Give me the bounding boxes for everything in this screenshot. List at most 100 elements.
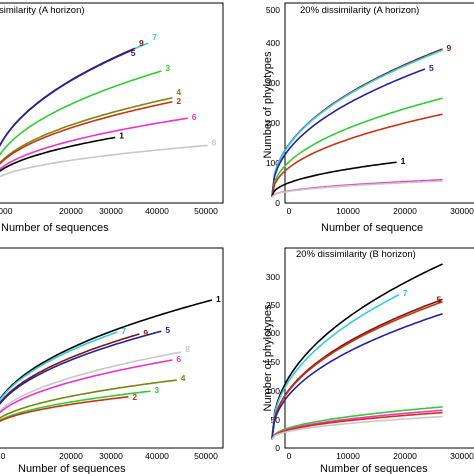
- y-tick-label: 100: [266, 386, 280, 396]
- y-axis-label: Number of phylotypes: [262, 304, 274, 411]
- x-axis-label: Number of sequence: [321, 222, 423, 234]
- x-axis-label: Number of sequences: [320, 463, 428, 474]
- series-label: 9: [143, 328, 148, 338]
- series-line-7: [271, 49, 443, 198]
- series-label: 1: [119, 130, 124, 140]
- series-lines: [0, 299, 213, 423]
- series-line-1: [271, 161, 397, 198]
- x-axis-label: Number of sequences: [18, 463, 126, 474]
- series-line-2: [271, 113, 443, 198]
- series-label: 5: [165, 325, 170, 335]
- tick-labels: 0 10000 20000 30000 0 100 200 300 400 500: [266, 5, 474, 216]
- series-line-8: [0, 351, 182, 412]
- series-line-1: [0, 299, 213, 401]
- panel-title: similarity (A horizon): [0, 5, 85, 16]
- x-tick-label: 0000: [0, 206, 13, 216]
- y-axis-label: Number of phylotypes: [262, 51, 274, 158]
- x-tick-label: 30000: [99, 451, 123, 461]
- series-line-6: [271, 409, 443, 440]
- y-tick-label: 300: [266, 78, 280, 88]
- series-line-5: [0, 49, 134, 147]
- series-label: 8: [185, 344, 190, 354]
- series-label: 8: [212, 137, 217, 147]
- y-tick-label: 300: [266, 272, 280, 282]
- series-line-5: [0, 330, 162, 406]
- series-line-1: [271, 263, 443, 440]
- series-label: 5: [429, 63, 434, 73]
- x-tick-label: 20000: [393, 451, 417, 461]
- series-label: 9: [139, 38, 144, 48]
- panel-top-left: similarity (A horizon) 00002000030000400…: [0, 2, 224, 234]
- y-tick-label: 0: [275, 198, 280, 208]
- x-tick-label: 40000: [145, 451, 169, 461]
- series-label: 6: [192, 112, 197, 122]
- series-line-8: [271, 415, 443, 440]
- series-line-1: [0, 136, 116, 172]
- series-label: 1: [216, 294, 221, 304]
- series-line-3: [271, 406, 443, 440]
- series-lines: [271, 48, 443, 198]
- series-label: 9: [447, 43, 452, 53]
- panel-title: 20% dissimilarity (A horizon): [300, 5, 419, 16]
- series-line-5b: [271, 312, 443, 440]
- series-line-4: [0, 379, 177, 419]
- series-line-7: [0, 331, 118, 402]
- series-line-3: [271, 97, 443, 198]
- series-line-5: [271, 68, 426, 198]
- plot-frame: [0, 2, 224, 204]
- series-labels: 75: [403, 288, 442, 305]
- y-tick-label: 250: [266, 300, 280, 310]
- series-labels: 1 7 9 5 864 3 2: [121, 294, 221, 402]
- x-tick-label: 10000: [336, 206, 360, 216]
- series-label: 2: [132, 392, 137, 402]
- x-tick-label: 0: [287, 451, 292, 461]
- series-line-8: [271, 180, 443, 198]
- series-label: 3: [165, 63, 170, 73]
- series-label: 7: [121, 326, 126, 336]
- series-line-3: [0, 70, 162, 156]
- plot-frame: [284, 2, 474, 204]
- series-line-6: [0, 359, 173, 414]
- series-label: 5: [437, 294, 442, 304]
- x-tick-label: 0: [287, 206, 292, 216]
- x-tick-label: 30000: [450, 451, 474, 461]
- y-tick-label: 200: [266, 118, 280, 128]
- series-label: 1: [401, 156, 406, 166]
- series-label: 5: [131, 48, 136, 58]
- x-tick-label: 30000: [450, 206, 474, 216]
- series-labels: 9 5 1: [401, 43, 452, 166]
- series-line-4: [0, 97, 173, 164]
- y-tick-label: 400: [266, 38, 280, 48]
- x-tick-label: 10000: [336, 451, 360, 461]
- series-labels: 795 3 42 6 1 8: [119, 32, 216, 147]
- series-label: 6: [176, 354, 181, 364]
- panel-bottom-left: 0 20000 30000 40000 50000 Number of sequence…: [0, 247, 224, 474]
- series-line-2: [0, 101, 173, 165]
- series-label: 7: [152, 32, 157, 42]
- y-tick-label: 150: [266, 357, 280, 367]
- x-tick-label: 20000: [393, 206, 417, 216]
- series-label: 4: [176, 87, 181, 97]
- x-tick-label: 20000: [59, 451, 83, 461]
- series-line-8: [0, 144, 208, 178]
- series-label: 2: [176, 96, 181, 106]
- series-line-6: [0, 117, 188, 170]
- series-line-9: [0, 333, 140, 405]
- x-tick-label: 20000: [59, 206, 83, 216]
- panel-title: 20% dissimilarity (B horizon): [296, 249, 416, 260]
- series-line-2: [0, 396, 129, 423]
- x-tick-labels: 0000 20000 30000 40000 50000: [0, 206, 218, 216]
- x-tick-label: 30000: [99, 206, 123, 216]
- y-tick-label: 200: [266, 328, 280, 338]
- series-lines: [271, 263, 443, 440]
- panel-bottom-right: 20% dissimilarity (B horizon) Number of …: [262, 247, 474, 474]
- series-label: 3: [154, 385, 159, 395]
- x-tick-label: 50000: [194, 206, 218, 216]
- series-line-7: [0, 42, 149, 147]
- series-line-2: [271, 411, 443, 440]
- panel-top-right: 20% dissimilarity (A horizon) Number of …: [262, 2, 474, 234]
- x-tick-label: 40000: [145, 206, 169, 216]
- y-tick-label: 500: [266, 5, 280, 15]
- x-axis-label: Number of sequences: [1, 222, 109, 234]
